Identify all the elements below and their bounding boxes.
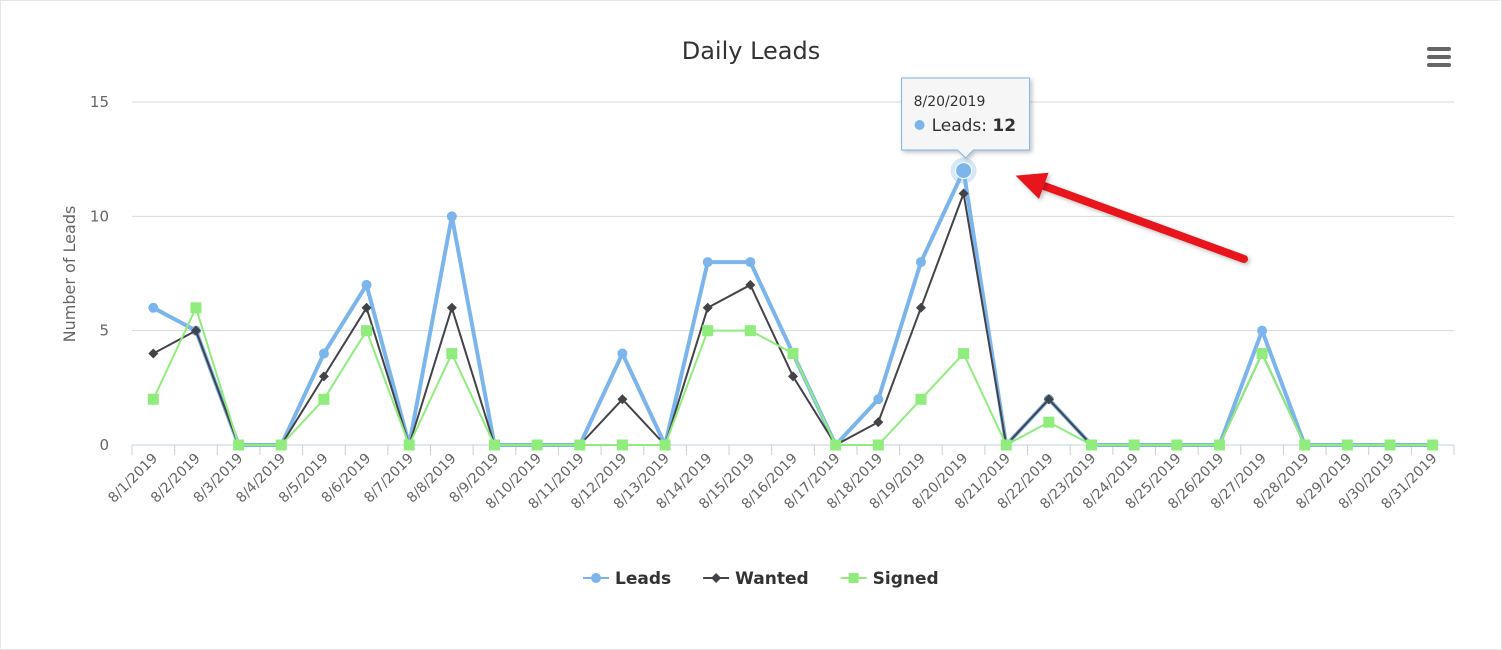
point-leads[interactable] [361, 279, 372, 290]
point-leads[interactable] [617, 348, 628, 359]
point-leads[interactable] [702, 257, 713, 268]
y-tick-label: 5 [99, 322, 109, 340]
point-wanted[interactable] [446, 302, 457, 313]
point-wanted[interactable] [915, 302, 926, 313]
series-line-leads [152, 168, 1433, 447]
point-signed[interactable] [1086, 439, 1098, 451]
annotation-layer [1015, 172, 1248, 263]
point-signed[interactable] [872, 439, 884, 451]
grid-lines [132, 101, 1454, 332]
tooltip-category: 8/20/2019 [914, 94, 986, 110]
series-leads [148, 165, 1438, 450]
point-signed[interactable] [1171, 439, 1183, 451]
point-wanted[interactable] [745, 279, 756, 290]
point-wanted[interactable] [788, 371, 798, 382]
point-wanted[interactable] [617, 394, 628, 405]
point-signed[interactable] [233, 439, 245, 451]
arrow-head [1015, 172, 1049, 200]
point-leads[interactable] [873, 394, 884, 405]
legend-item-leads[interactable]: Leads [583, 569, 671, 589]
legend-label: Leads [615, 569, 671, 589]
point-signed[interactable] [616, 439, 628, 451]
point-signed[interactable] [958, 348, 970, 360]
y-axis-ticks: 0 5 10 15 [90, 93, 109, 454]
point-signed[interactable] [787, 348, 799, 360]
point-signed[interactable] [1299, 439, 1311, 451]
point-signed[interactable] [1256, 348, 1268, 360]
legend: Leads Wanted Signed [583, 569, 939, 589]
point-signed[interactable] [1043, 416, 1055, 428]
point-signed[interactable] [1341, 439, 1353, 451]
point-wanted[interactable] [148, 348, 159, 359]
point-signed[interactable] [275, 439, 287, 451]
legend-item-wanted[interactable]: Wanted [703, 569, 809, 589]
point-leads[interactable] [1257, 325, 1268, 336]
tooltip-marker [914, 120, 925, 130]
point-signed[interactable] [702, 325, 714, 337]
arrow-shaft [1039, 181, 1248, 263]
point-wanted[interactable] [958, 188, 969, 199]
point-signed[interactable] [744, 325, 756, 337]
point-signed[interactable] [446, 348, 458, 360]
point-signed[interactable] [574, 439, 586, 451]
y-tick-label: 15 [90, 93, 109, 111]
series-wanted [148, 188, 1438, 450]
legend-item-signed[interactable]: Signed [840, 569, 939, 589]
point-signed[interactable] [1000, 439, 1012, 451]
point-wanted[interactable] [702, 302, 713, 313]
hover-point[interactable] [955, 162, 973, 180]
point-signed[interactable] [531, 439, 543, 451]
point-wanted[interactable] [873, 417, 884, 428]
series-signed [147, 302, 1439, 451]
point-signed[interactable] [915, 393, 927, 405]
y-tick-label: 10 [90, 207, 109, 225]
point-wanted[interactable] [361, 302, 372, 313]
point-wanted[interactable] [318, 371, 329, 382]
tooltip-box [901, 77, 1031, 159]
series-layer [147, 165, 1439, 451]
point-leads[interactable] [148, 302, 159, 313]
point-leads[interactable] [318, 348, 329, 359]
point-leads[interactable] [915, 257, 926, 268]
hamburger-menu-icon[interactable] [1425, 45, 1453, 69]
point-signed[interactable] [361, 325, 373, 337]
y-axis-label: Number of Leads [60, 206, 79, 343]
point-signed[interactable] [1427, 439, 1439, 451]
point-signed[interactable] [318, 393, 330, 405]
point-signed[interactable] [488, 439, 500, 451]
x-axis: 8/1/20198/2/20198/3/20198/4/20198/5/2019… [105, 444, 1455, 513]
y-tick-label: 0 [99, 436, 109, 454]
point-leads[interactable] [446, 211, 457, 222]
point-signed[interactable] [190, 302, 202, 314]
point-wanted[interactable] [1043, 394, 1054, 405]
point-wanted[interactable] [190, 325, 201, 336]
point-signed[interactable] [830, 439, 842, 451]
point-signed[interactable] [403, 439, 415, 451]
legend-label: Wanted [735, 569, 809, 589]
chart-title: Daily Leads [682, 37, 821, 65]
legend-label: Signed [873, 569, 939, 589]
tooltip-value: Leads: 12 [932, 116, 1017, 136]
point-signed[interactable] [1128, 439, 1140, 451]
point-signed[interactable] [147, 393, 159, 405]
point-signed[interactable] [1213, 439, 1225, 451]
point-leads[interactable] [745, 257, 756, 268]
tooltip: 8/20/2019 Leads: 12 [901, 77, 1031, 184]
point-signed[interactable] [659, 439, 671, 451]
point-signed[interactable] [1384, 439, 1396, 451]
